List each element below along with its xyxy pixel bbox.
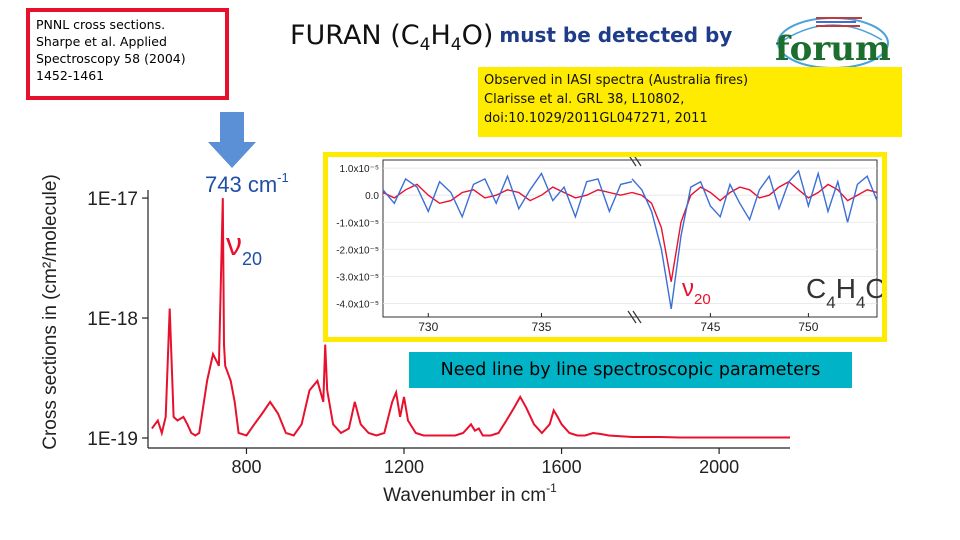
y-tick-label: 1E-19 (87, 429, 138, 450)
mode-annotation-sub: 20 (242, 249, 262, 269)
inset-y-tick-label: -4.0x10⁻⁵ (336, 299, 379, 310)
molecule-h: H (836, 273, 856, 304)
x-axis-label-sup: -1 (546, 481, 557, 495)
page-title: FURAN (C4H4O) must be detected by (290, 20, 732, 55)
molecule-sub-2: 4 (856, 293, 865, 312)
x-tick-label: 2000 (699, 457, 739, 477)
iasi-note: Observed in IASI spectra (Australia fire… (478, 67, 902, 137)
title-mid: H (430, 20, 451, 51)
title-suffix: O) (461, 20, 494, 51)
inset-series-blue-line (382, 169, 878, 310)
title-sub-2: 4 (450, 35, 462, 55)
inset-y-tick-label: -2.0x10⁻⁵ (336, 245, 379, 256)
inset-y-tick-label: -3.0x10⁻⁵ (336, 272, 379, 283)
inset-series-red-line (382, 180, 878, 282)
molecule-c: C (806, 273, 826, 304)
inset-mode-annotation: ν20 (682, 275, 711, 308)
inset-y-tick-label: 1.0x10⁻⁵ (340, 164, 379, 175)
x-axis-label: Wavenumber in cm-1 (383, 481, 557, 506)
y-tick-label: 1E-18 (87, 309, 138, 330)
reference-box: PNNL cross sections. Sharpe et al. Appli… (26, 8, 229, 100)
title-prefix: FURAN (C (290, 20, 420, 51)
iasi-note-line: Clarisse et al. GRL 38, L10802, (484, 92, 685, 107)
reference-line: 1452-1461 (36, 68, 105, 83)
inset-highlight-frame (323, 152, 887, 342)
inset-mode-sub: 20 (694, 291, 711, 308)
y-axis-label: Cross sections in (cm²/molecule) (40, 174, 61, 450)
inset-x-tick-label: 735 (531, 320, 551, 334)
molecule-o: O (865, 273, 887, 304)
inset-y-tick-label: 0.0 (365, 191, 379, 202)
inset-molecule-label: C4H4O (806, 273, 887, 312)
x-tick-label: 1600 (542, 457, 582, 477)
x-axis-label-text: Wavenumber in cm (383, 485, 546, 506)
y-tick-label: 1E-17 (87, 189, 138, 210)
reference-line: Sharpe et al. Applied (36, 34, 167, 49)
inset-x-tick-label: 745 (700, 320, 720, 334)
inset-mode-symbol: ν (682, 275, 694, 302)
logo-text: forum (776, 29, 890, 69)
spectrum-series-line (151, 198, 790, 439)
inset-chart: 1.0x10⁻⁵ 0.0 -1.0x10⁻⁵ -2.0x10⁻⁵ -3.0x10⁻⁵ -4… (336, 153, 887, 334)
reference-line: PNNL cross sections. (36, 17, 166, 32)
title-sub-1: 4 (419, 35, 431, 55)
x-tick-label: 1200 (384, 457, 424, 477)
main-axes (147, 190, 790, 449)
reference-line: Spectroscopy 58 (2004) (36, 51, 186, 66)
inset-x-tick-label: 750 (798, 320, 818, 334)
iasi-note-line: doi:10.1029/2011GL047271, 2011 (484, 111, 708, 126)
need-parameters-note: Need line by line spectroscopic paramete… (409, 352, 852, 388)
iasi-note-line: Observed in IASI spectra (Australia fire… (484, 73, 749, 88)
down-arrow-icon (208, 112, 256, 168)
title-must-text: must be detected by (499, 23, 733, 47)
x-tick-label: 800 (231, 457, 261, 477)
inset-y-tick-label: -1.0x10⁻⁵ (336, 218, 379, 229)
mode-annotation: ν20 (226, 226, 262, 269)
band-annotation-text: 743 cm (205, 172, 277, 197)
mode-annotation-symbol: ν (226, 226, 242, 262)
band-annotation: 743 cm-1 (205, 170, 289, 197)
molecule-sub-1: 4 (826, 293, 835, 312)
forum-logo: forum (776, 17, 890, 69)
inset-x-tick-label: 730 (418, 320, 438, 334)
band-annotation-sup: -1 (277, 170, 289, 185)
